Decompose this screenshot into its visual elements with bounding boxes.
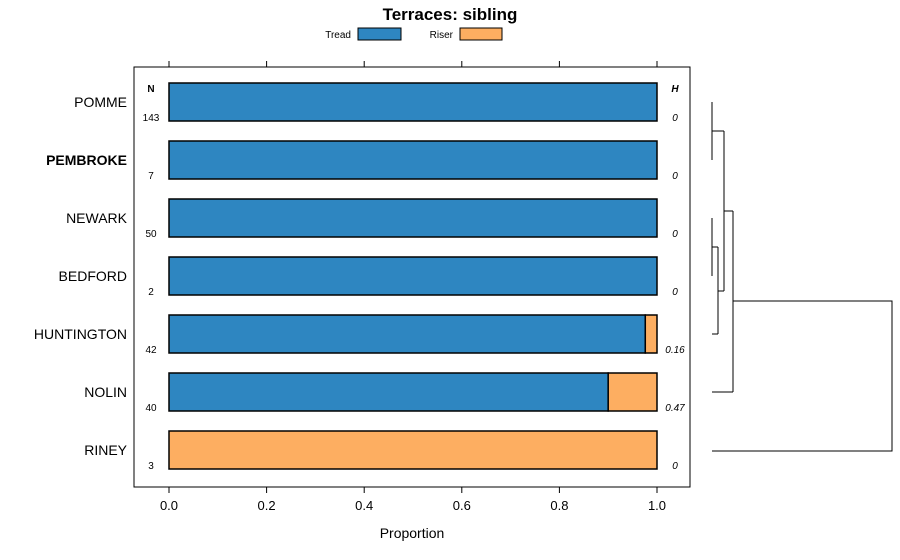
bar-riser-riney [168,430,658,470]
n-label-bedford: 2 [148,287,154,298]
dendrogram [711,102,893,452]
h-column-header: H [671,84,679,95]
category-label-huntington: HUNTINGTON [34,326,127,342]
x-tick-label: 0.0 [160,498,178,513]
n-label-riney: 3 [148,461,154,472]
category-label-nolin: NOLIN [84,384,127,400]
bar-tread-newark [168,198,658,238]
bar-tread-pembroke [168,140,658,180]
dendrogram-branch-root [712,300,893,452]
h-label-huntington: 0.16 [665,345,685,356]
n-label-pembroke: 7 [148,171,154,182]
legend-label-riser: Riser [430,30,454,41]
dendrogram-branch-nolin [712,211,734,393]
dendrogram-branch-pomme-pembroke [711,102,724,160]
h-label-bedford: 0 [672,287,678,298]
x-tick-label: 0.6 [453,498,471,513]
x-tick-label: 0.8 [550,498,568,513]
x-tick-label: 0.4 [355,498,373,513]
bar-tread-pomme [168,82,658,122]
h-label-riney: 0 [672,461,678,472]
x-tick-label: 0.2 [258,498,276,513]
bars [168,82,658,470]
legend: Tread Riser [325,27,503,41]
category-label-pomme: POMME [74,94,127,110]
h-label-pomme: 0 [672,113,678,124]
bar-tread-bedford [168,256,658,296]
axis-ticks: 0.0 0.2 0.4 0.6 0.8 1.0 [160,61,666,513]
n-label-huntington: 42 [145,345,157,356]
legend-label-tread: Tread [325,30,351,41]
category-label-bedford: BEDFORD [59,268,127,284]
legend-swatch-tread [357,27,402,41]
h-label-pembroke: 0 [672,171,678,182]
dendrogram-branch-newark-bedford [711,218,718,276]
n-column-header: N [147,84,154,95]
n-label-pomme: 143 [143,113,160,124]
category-label-riney: RINEY [84,442,127,458]
chart-title: Terraces: sibling [383,5,518,24]
plot-panel [133,66,691,488]
x-tick-label: 1.0 [648,498,666,513]
bar-riser-huntington [644,314,658,354]
bar-tread-huntington [168,314,647,354]
n-label-newark: 50 [145,229,157,240]
dendrogram-branch-join-upper [723,131,733,291]
bar-riser-nolin [607,372,658,412]
dendrogram-branch-huntington [712,247,724,335]
legend-swatch-riser [459,27,503,41]
row-labels: POMME 143 0 PEMBROKE 7 0 NEWARK 50 0 BEDFORD 2 0 HUN… [34,94,685,472]
h-label-newark: 0 [672,229,678,240]
bar-tread-nolin [168,372,609,412]
n-label-nolin: 40 [145,403,157,414]
category-label-newark: NEWARK [66,210,128,226]
x-axis-title: Proportion [380,525,445,541]
h-label-nolin: 0.47 [665,403,685,414]
category-label-pembroke: PEMBROKE [46,152,127,168]
